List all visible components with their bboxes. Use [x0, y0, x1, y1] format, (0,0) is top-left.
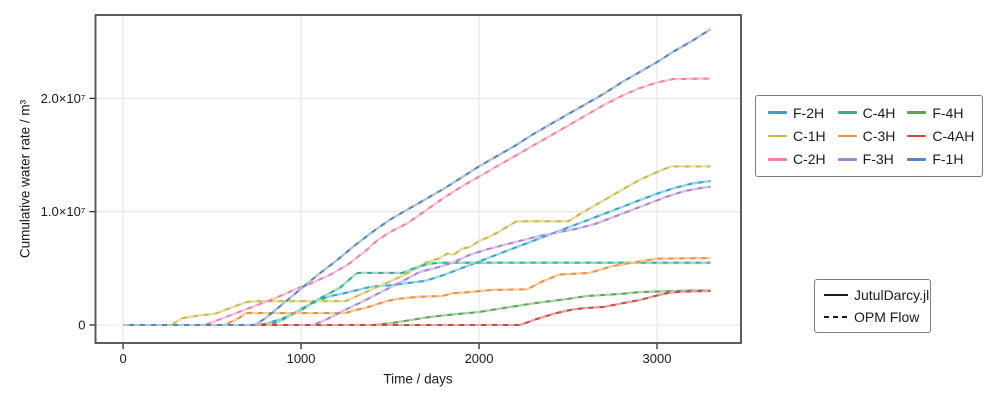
y-axis-title: Cumulative water rate / m³ [17, 99, 33, 259]
legend-item-f2h: F-2H [768, 101, 826, 124]
dashed-line-swatch [824, 315, 848, 318]
legend-item-f1h: F-1H [907, 148, 974, 171]
series-line-dashed-C-1H [123, 165, 711, 327]
y-tick-label: 2.0×10⁷ [41, 91, 86, 106]
legend-label: C-1H [793, 127, 826, 144]
series-legend: F-2H C-1H C-2H C-4H C-3H F-3H F-4H C-4A [755, 95, 983, 177]
axes-frame [94, 14, 742, 344]
x-axis-title: Time / days [383, 371, 453, 387]
legend-line-swatch [837, 158, 857, 161]
legend-item-c2h: C-2H [768, 148, 826, 171]
legend-label: C-2H [793, 151, 826, 168]
series-line-solid-F-4H [123, 289, 711, 327]
series-line-dashed-C-4H [123, 261, 711, 327]
series-line-dashed-C-3H [123, 257, 711, 327]
x-tick-label: 2000 [465, 351, 494, 366]
legend-label: F-4H [932, 104, 964, 121]
x-tick-label: 0 [119, 351, 126, 366]
legend-line-swatch [837, 134, 857, 138]
solid-line-swatch [824, 294, 848, 297]
legend-line-swatch [768, 158, 787, 161]
legend-label: F-2H [793, 104, 825, 121]
legend-label: F-1H [932, 151, 964, 168]
legend-label: JutulDarcy.jl [854, 287, 930, 304]
y-tick-label: 0 [78, 317, 85, 332]
series-line-dashed-F-1H [123, 28, 711, 327]
legend-line-swatch [907, 158, 927, 161]
legend-line-swatch [907, 134, 927, 138]
simulator-legend: JutulDarcy.jl OPM Flow [814, 279, 931, 333]
y-tick-label: 1.0×10⁷ [41, 204, 86, 219]
series-line-dashed-F-4H [123, 289, 711, 327]
legend-item-c4ah: C-4AH [907, 124, 974, 147]
legend-item-jutuldarcy: JutulDarcy.jl [824, 287, 929, 303]
legend-line-swatch [837, 111, 857, 114]
legend-label: C-4H [862, 104, 896, 121]
series-line-solid-C-2H [123, 77, 711, 327]
legend-item-opmflow: OPM Flow [824, 309, 922, 325]
legend-item-c1h: C-1H [768, 124, 826, 147]
legend-line-swatch [768, 111, 787, 114]
series-line-dashed-C-2H [123, 77, 711, 327]
legend-item-c3h: C-3H [837, 124, 896, 147]
legend-label: F-3H [862, 151, 894, 168]
legend-line-swatch [768, 134, 787, 138]
series-line-solid-F-1H [123, 28, 711, 327]
series-line-dashed-F-3H [123, 185, 711, 327]
legend-line-swatch [907, 111, 927, 114]
x-tick-label: 3000 [643, 351, 672, 366]
x-tick-label: 1000 [287, 351, 316, 366]
legend-label: C-3H [862, 127, 896, 144]
legend-label: OPM Flow [854, 308, 920, 325]
legend-label: C-4AH [932, 127, 975, 144]
legend-item-f3h: F-3H [837, 148, 896, 171]
legend-item-f4h: F-4H [907, 101, 974, 124]
legend-item-c4h: C-4H [837, 101, 896, 124]
series-line-dashed-C-4AH [123, 289, 711, 327]
